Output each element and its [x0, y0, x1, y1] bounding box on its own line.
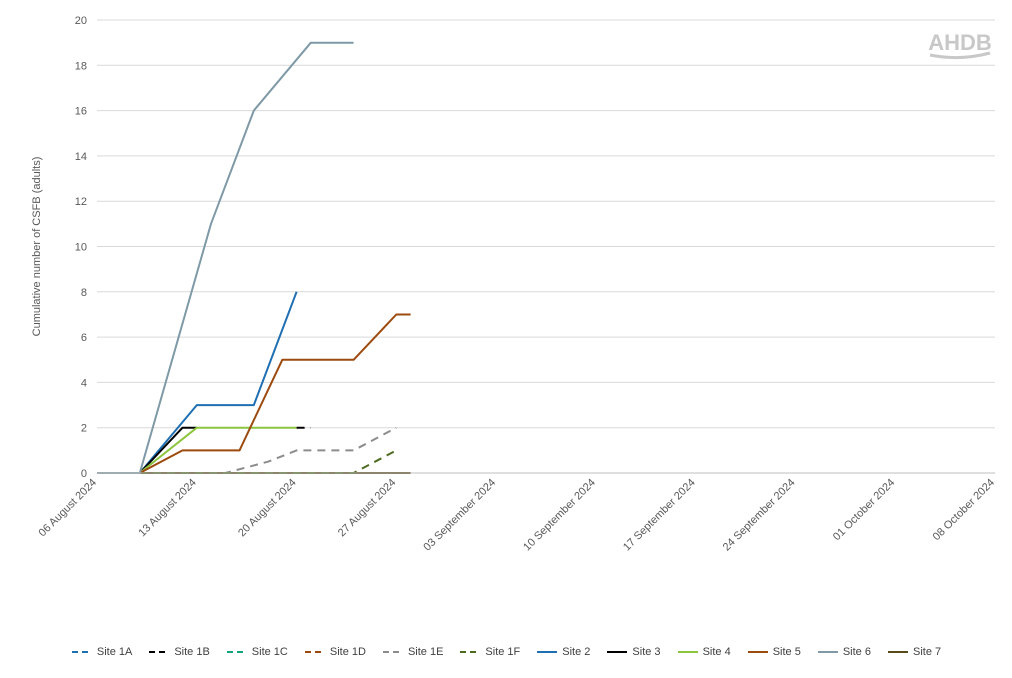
legend-swatch: [607, 651, 628, 653]
legend-swatch: [304, 651, 325, 653]
x-tick-label: 27 August 2024: [336, 477, 399, 540]
x-tick-label: 10 September 2024: [521, 477, 598, 554]
legend-label: Site 4: [702, 646, 731, 658]
legend-label: Site 6: [842, 646, 871, 658]
legend-label: Site 1E: [407, 646, 444, 658]
legend-swatch: [460, 651, 481, 653]
legend-item: Site 3: [606, 646, 661, 658]
legend-swatch: [382, 651, 403, 653]
legend-item: Site 6: [817, 646, 871, 658]
legend-item: Site 1E: [382, 646, 443, 658]
series-line-site-5: [97, 313, 411, 474]
ahdb-logo-mark: AHDB: [928, 30, 992, 60]
y-tick-label: 6: [81, 332, 87, 344]
legend-label: Site 1A: [96, 646, 133, 658]
legend-swatch: [537, 651, 558, 653]
series-line-site-6: [97, 41, 354, 474]
y-tick-label: 8: [81, 287, 87, 299]
y-tick-label: 4: [81, 377, 87, 389]
legend-label: Site 1F: [485, 646, 521, 658]
x-tick-label: 06 August 2024: [37, 477, 100, 540]
legend-label: Site 7: [912, 646, 942, 658]
legend-item: Site 5: [747, 646, 801, 658]
ahdb-logo: AHDB: [924, 28, 996, 62]
legend-label: Site 3: [632, 646, 661, 658]
y-axis-label: Cumulative number of CSFB (adults): [31, 157, 43, 337]
y-tick-label: 10: [75, 242, 87, 254]
y-tick-label: 2: [81, 423, 87, 435]
legend-item: Site 2: [536, 646, 590, 658]
y-tick-label: 12: [75, 196, 87, 208]
legend-swatch: [226, 651, 247, 653]
legend-item: Site 1C: [226, 646, 288, 658]
legend-label: Site 1C: [251, 646, 288, 658]
x-tick-label: 24 September 2024: [721, 477, 798, 554]
legend-item: Site 1A: [71, 646, 132, 658]
legend-swatch: [887, 651, 908, 653]
legend-swatch: [817, 651, 838, 653]
y-tick-label: 16: [75, 106, 87, 118]
y-tick-label: 20: [75, 15, 87, 27]
legend-item: Site 7: [887, 646, 941, 658]
x-tick-label: 13 August 2024: [136, 477, 199, 540]
legend-swatch: [677, 651, 698, 653]
legend-item: Site 1B: [148, 646, 210, 658]
legend: Site 1A Site 1B Site 1C Site 1D Site 1E Site …: [0, 646, 1012, 658]
y-tick-label: 18: [75, 60, 87, 72]
legend-item: Site 4: [677, 646, 731, 658]
x-tick-label: 20 August 2024: [236, 477, 299, 540]
y-tick-label: 14: [75, 151, 87, 163]
legend-label: Site 1D: [329, 646, 366, 658]
x-tick-label: 17 September 2024: [621, 477, 698, 554]
x-tick-label: 03 September 2024: [421, 477, 498, 554]
legend-swatch: [747, 651, 768, 653]
legend-label: Site 2: [562, 646, 591, 658]
legend-swatch: [71, 651, 92, 653]
x-tick-label: 01 October 2024: [831, 477, 897, 543]
x-tick-label: 08 October 2024: [931, 477, 997, 543]
legend-swatch: [149, 651, 170, 653]
legend-label: Site 1B: [174, 646, 210, 658]
legend-item: Site 1D: [304, 646, 366, 658]
legend-item: Site 1F: [459, 646, 520, 658]
logo-text: AHDB: [928, 30, 992, 55]
legend-label: Site 5: [772, 646, 801, 658]
y-tick-label: 0: [81, 468, 87, 480]
